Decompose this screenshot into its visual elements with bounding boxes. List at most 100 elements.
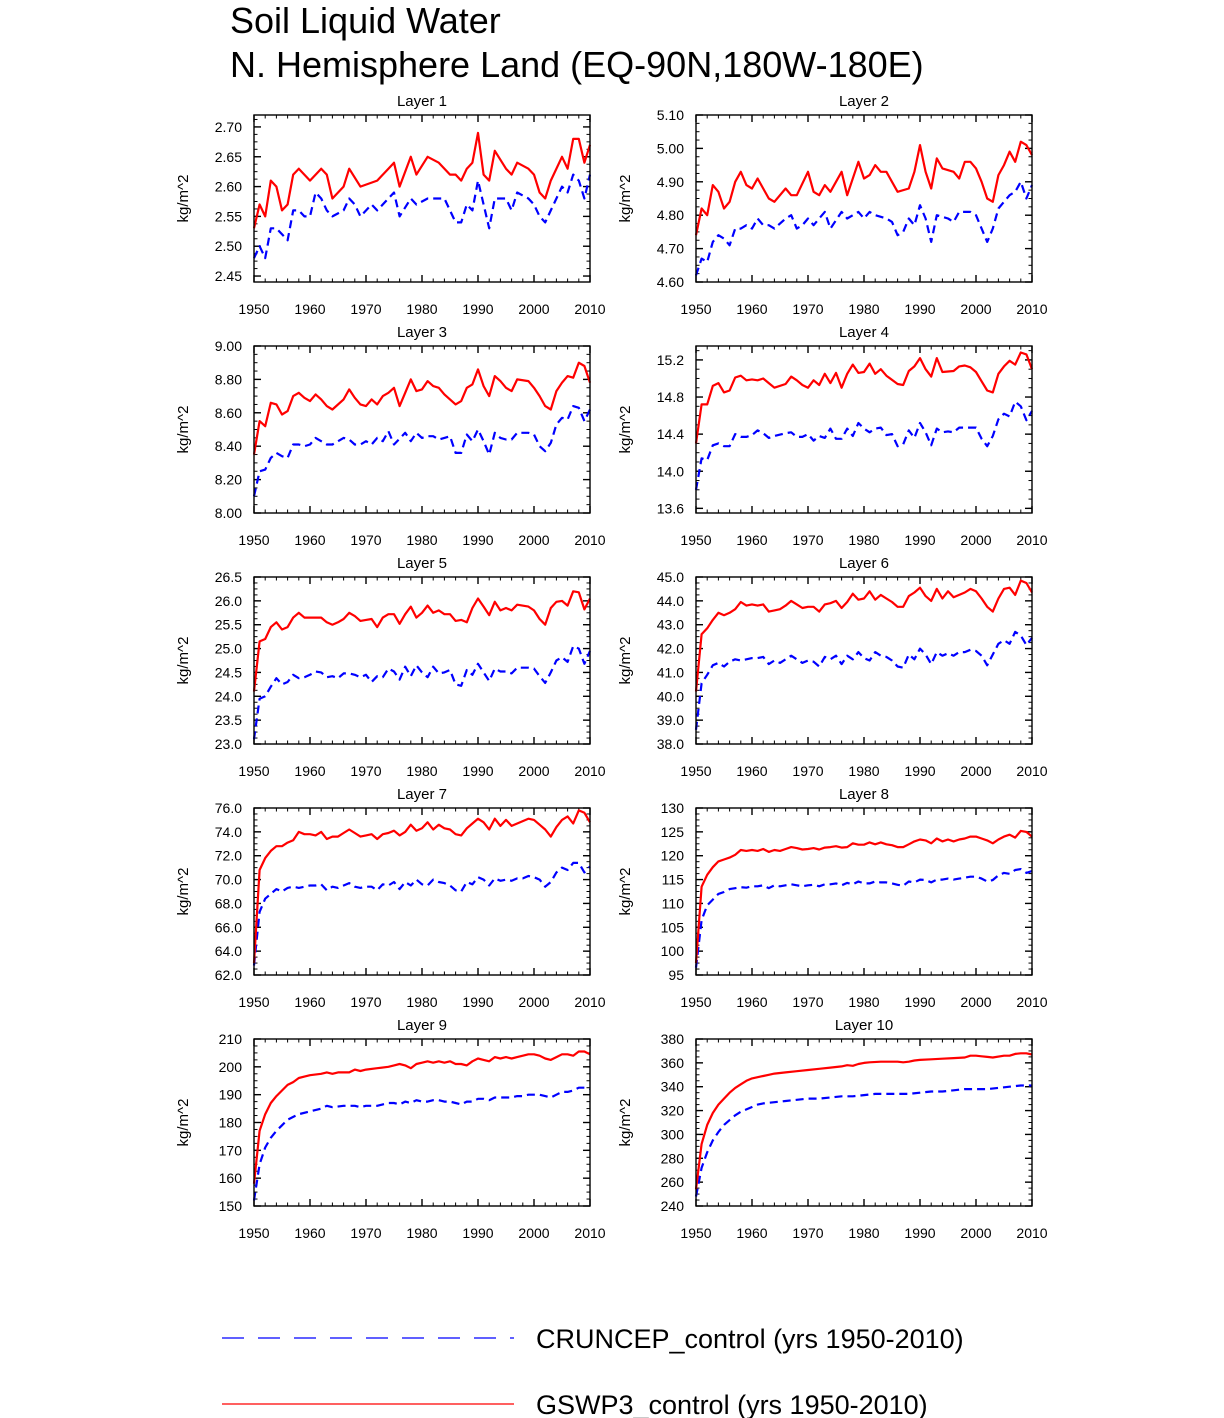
y-tick-label: 14.4 [657,426,684,442]
y-tick-label: 120 [661,848,685,864]
series-line-gswp3 [694,351,1034,444]
y-tick-label: 125 [661,824,685,840]
y-tick-label: 320 [661,1103,685,1119]
y-tick-label: 23.0 [215,736,242,752]
y-axis-label: kg/m^2 [617,175,634,223]
y-tick-label: 24.0 [215,688,242,704]
x-tick-label: 1970 [792,763,823,779]
x-tick-label: 1980 [848,301,879,317]
panel-6: Layer 6 38.0 39.0 40.0 41.0 42.0 43.0 44.0 45.0 1… [617,555,1048,779]
y-tick-label: 44.0 [657,593,684,609]
panel-5: Layer 5 23.0 23.5 24.0 24.5 25.0 25.5 26.0 26.5 1… [175,555,606,779]
x-tick-label: 2010 [1016,301,1047,317]
y-axis-label: kg/m^2 [175,637,192,685]
x-tick-label: 1960 [294,1225,325,1241]
panel-8: Layer 8 95 100 105 110 115 120 125 130 1950 1960 19… [617,786,1048,1010]
y-tick-label: 40.0 [657,688,684,704]
series-line-gswp3 [694,829,1033,964]
y-tick-label: 2.65 [215,149,242,165]
y-axis-label: kg/m^2 [175,175,192,223]
y-tick-label: 76.0 [215,800,242,816]
x-tick-label: 1970 [350,532,381,548]
x-tick-label: 1970 [792,994,823,1010]
x-tick-label: 1970 [350,1225,381,1241]
x-tick-label: 2000 [960,301,991,317]
y-tick-label: 4.90 [657,174,684,190]
plot-frame [695,576,1033,745]
x-tick-label: 1990 [904,994,935,1010]
x-tick-label: 1980 [848,763,879,779]
x-tick-label: 1950 [238,994,269,1010]
y-tick-label: 25.0 [215,641,242,657]
figure-subtitle: N. Hemisphere Land (EQ-90N,180W-180E) [230,44,924,85]
series-line-cruncep [252,405,591,497]
panel-2: Layer 2 4.60 4.70 4.80 4.90 5.00 5.10 1950 1960 1… [617,93,1048,317]
y-tick-label: 115 [662,872,685,888]
y-tick-label: 13.6 [657,500,684,516]
y-tick-label: 64.0 [215,943,242,959]
y-tick-label: 39.0 [657,712,684,728]
y-tick-label: 26.0 [215,593,242,609]
panel-title: Layer 7 [397,786,447,803]
y-axis-label: kg/m^2 [617,868,634,916]
y-tick-label: 14.0 [657,463,684,479]
plot-frame [253,807,591,976]
series-line-gswp3 [252,361,592,455]
x-tick-label: 2010 [1016,994,1047,1010]
panel-1: Layer 1 2.45 2.50 2.55 2.60 2.65 2.70 1950 1960 1… [175,93,606,317]
x-tick-label: 1990 [904,763,935,779]
series-line-gswp3 [252,590,591,692]
y-tick-label: 42.0 [657,641,684,657]
y-tick-label: 300 [661,1126,685,1142]
plot-frame [253,114,591,283]
x-tick-label: 2010 [1016,763,1047,779]
x-tick-label: 2010 [574,532,605,548]
x-tick-label: 1990 [904,301,935,317]
x-tick-label: 2000 [518,1225,549,1241]
y-axis-label: kg/m^2 [617,406,634,454]
y-tick-label: 70.0 [215,872,242,888]
x-tick-label: 1950 [680,301,711,317]
y-tick-label: 210 [219,1031,243,1047]
x-tick-label: 1990 [462,763,493,779]
panel-title: Layer 10 [835,1017,893,1034]
y-tick-label: 8.00 [215,505,242,521]
x-tick-label: 1950 [238,763,269,779]
plot-frame [253,345,591,514]
panel-title: Layer 8 [839,786,889,803]
y-tick-label: 24.5 [215,664,242,680]
panel-title: Layer 4 [839,324,889,341]
y-tick-label: 380 [661,1031,685,1047]
x-tick-label: 1980 [406,763,437,779]
series-line-cruncep [252,861,591,966]
x-tick-label: 1980 [848,1225,879,1241]
y-tick-label: 38.0 [657,736,684,752]
panel-9: Layer 9 150 160 170 180 190 200 210 1950 1960 1970… [175,1017,606,1241]
series-line-cruncep [694,400,1033,490]
y-tick-label: 5.00 [657,140,684,156]
y-axis-label: kg/m^2 [175,868,192,916]
panel-10: Layer 10 240 260 280 300 320 340 360 380 1950 1960… [617,1017,1048,1241]
x-tick-label: 1970 [350,301,381,317]
y-tick-label: 4.60 [657,274,684,290]
x-tick-label: 2000 [518,301,549,317]
x-tick-label: 2000 [518,994,549,1010]
x-tick-label: 2010 [1016,1225,1047,1241]
x-tick-label: 1990 [462,301,493,317]
x-tick-label: 1980 [406,1225,437,1241]
y-tick-label: 4.70 [657,241,684,257]
panel-title: Layer 3 [397,324,447,341]
y-tick-label: 9.00 [215,338,242,354]
y-axis-label: kg/m^2 [617,637,634,685]
y-tick-label: 260 [661,1174,685,1190]
x-tick-label: 1950 [680,1225,711,1241]
x-tick-label: 1990 [462,1225,493,1241]
series-line-gswp3 [694,579,1033,692]
x-tick-label: 1980 [848,994,879,1010]
series-line-cruncep [253,173,592,260]
y-tick-label: 170 [219,1142,243,1158]
x-tick-label: 1960 [736,763,767,779]
y-tick-label: 200 [219,1059,243,1075]
